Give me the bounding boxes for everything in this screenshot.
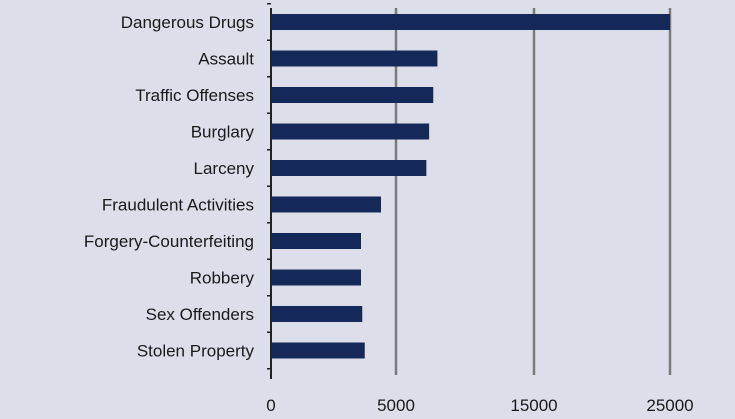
category-label: Robbery xyxy=(190,269,255,288)
category-label: Larceny xyxy=(194,159,255,178)
bar xyxy=(271,87,434,103)
bar xyxy=(271,123,430,140)
tick-labels: 0 5000 15000 25000 xyxy=(266,396,693,415)
bar xyxy=(271,306,363,322)
bar xyxy=(271,14,670,30)
category-label: Burglary xyxy=(191,123,255,142)
bar xyxy=(271,342,365,359)
category-label: Traffic Offenses xyxy=(135,86,254,105)
bar xyxy=(271,50,438,67)
category-label: Sex Offenders xyxy=(146,305,254,324)
bar xyxy=(271,233,361,249)
category-label: Fraudulent Activities xyxy=(102,196,254,215)
category-label: Dangerous Drugs xyxy=(121,13,254,32)
x-tick-label: 15000 xyxy=(510,396,557,415)
bar xyxy=(271,160,427,176)
x-tick-label: 0 xyxy=(266,396,275,415)
gridlines xyxy=(394,8,672,375)
x-tick-label: 25000 xyxy=(646,396,693,415)
category-labels: Dangerous Drugs Assault Traffic Offenses Bu… xyxy=(84,13,255,361)
bar xyxy=(271,196,381,213)
bar xyxy=(271,269,361,286)
x-tick-label: 5000 xyxy=(377,396,415,415)
category-label: Stolen Property xyxy=(137,342,255,361)
axes xyxy=(267,3,272,379)
bars xyxy=(271,14,670,359)
category-label: Assault xyxy=(198,50,254,69)
category-label: Forgery-Counterfeiting xyxy=(84,232,254,251)
